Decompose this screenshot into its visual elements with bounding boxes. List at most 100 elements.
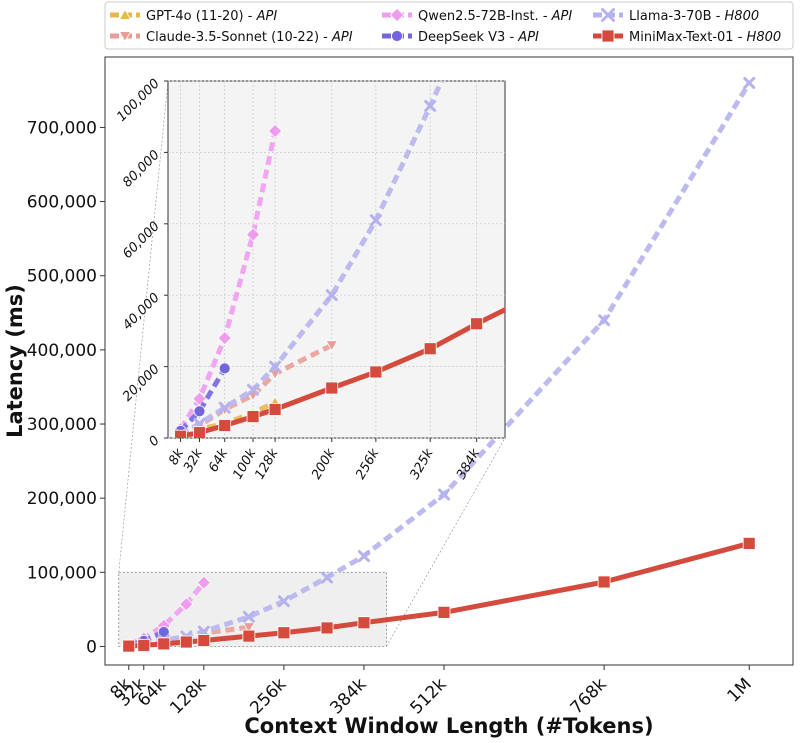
legend-marker-deepseek-v3	[391, 30, 403, 42]
point-llama-3-70b	[598, 314, 611, 327]
point-llama-3-70b	[277, 595, 290, 608]
point-minimax-text-01	[157, 637, 171, 651]
inset-series	[173, 81, 505, 438]
y-tick-label: 700,000	[27, 118, 97, 138]
y-tick-label: 100,000	[27, 563, 97, 583]
legend-item-minimax-text-01: MiniMax-Text-01 - H800	[593, 29, 781, 45]
point-minimax-text-01	[597, 575, 611, 589]
legend: GPT-4o (11-20) - API Qwen2.5-72B-Inst. - …	[104, 1, 794, 50]
point-minimax-text-01	[320, 621, 334, 635]
inset-point-llama-3-70b	[247, 383, 260, 396]
inset-point-deepseek-v3	[193, 405, 206, 418]
inset-point-minimax-text-01	[369, 365, 383, 379]
inset-point-llama-3-70b	[369, 214, 382, 227]
inset-point-minimax-text-01	[193, 426, 206, 438]
legend-label-deepseek-v3: DeepSeek V3 - API	[418, 30, 539, 45]
point-llama-3-70b	[357, 550, 370, 563]
point-claude-3-5-sonnet-10-22	[242, 622, 256, 634]
legend-marker-minimax-text-01	[601, 29, 615, 43]
inset-line-deepseek-v3	[178, 367, 227, 433]
legend-series-tag: API	[551, 9, 573, 24]
inset-point-llama-3-70b	[325, 289, 338, 302]
point-minimax-text-01	[242, 629, 256, 643]
legend-series-tag: H800	[725, 9, 760, 24]
inset-point-qwen2-5-72b-inst	[217, 330, 232, 346]
legend-series-tag: H800	[747, 30, 782, 45]
legend-label-qwen2-5-72b-inst: Qwen2.5-72B-Inst. - API	[418, 9, 572, 24]
legend-series-tag: API	[256, 9, 278, 24]
legend-series-name: DeepSeek V3 -	[418, 30, 518, 45]
inset-grid	[168, 80, 505, 439]
legend-series-name: Qwen2.5-72B-Inst. -	[418, 9, 552, 24]
x-tick-label: 768k	[567, 674, 611, 718]
y-tick-label: 200,000	[27, 489, 97, 509]
point-minimax-text-01	[122, 639, 136, 653]
y-tick-label: 500,000	[27, 267, 97, 287]
legend-series-name: GPT-4o (11-20) -	[146, 9, 257, 24]
legend-series-name: Claude-3.5-Sonnet (10-22) -	[146, 30, 332, 45]
x-tick-label: 256k	[246, 674, 290, 718]
x-tick-label: 384k	[326, 674, 370, 718]
inset-point-deepseek-v3	[218, 362, 231, 375]
y-tick-label: 0	[86, 637, 97, 657]
legend-marker-qwen2-5-72b-inst	[389, 7, 405, 23]
inset-point-minimax-text-01	[174, 429, 187, 438]
point-qwen2-5-72b-inst	[179, 597, 194, 612]
legend-series-name: Llama-3-70B -	[629, 9, 725, 24]
legend-series-name: MiniMax-Text-01 -	[629, 30, 747, 45]
legend-marker-llama-3-70b	[601, 8, 615, 22]
legend-label-gpt-4o-11-20: GPT-4o (11-20) - API	[146, 9, 277, 24]
series-minimax-text-01	[122, 537, 756, 653]
y-tick-label: 300,000	[27, 415, 97, 435]
point-minimax-text-01	[357, 616, 371, 630]
legend-series-tag: API	[331, 30, 353, 45]
point-minimax-text-01	[179, 635, 193, 649]
x-tick-label: 512k	[406, 674, 450, 718]
inset-point-qwen2-5-72b-inst	[267, 123, 283, 139]
x-tick-label: 128k	[166, 674, 210, 718]
inset-point-minimax-text-01	[470, 317, 484, 331]
legend-marker-claude-3-5-sonnet-10-22	[118, 31, 132, 43]
x-tick-label: 1M	[724, 674, 756, 706]
legend-item-qwen2-5-72b-inst: Qwen2.5-72B-Inst. - API	[382, 7, 572, 24]
inset-series-minimax-text-01	[174, 306, 505, 438]
point-minimax-text-01	[437, 605, 451, 619]
y-tick-label: 400,000	[27, 341, 97, 361]
point-minimax-text-01	[277, 626, 291, 640]
inset-point-minimax-text-01	[218, 419, 232, 432]
inset-x-tick-label: 8k	[166, 446, 187, 468]
legend-item-deepseek-v3: DeepSeek V3 - API	[382, 30, 539, 45]
y-axis-label: Latency (ms)	[3, 284, 27, 438]
inset-point-llama-3-70b	[218, 401, 231, 414]
inset-series-llama-3-70b	[174, 81, 445, 438]
legend-item-llama-3-70b: Llama-3-70B - H800	[593, 8, 759, 24]
point-qwen2-5-72b-inst	[196, 575, 211, 590]
point-llama-3-70b	[437, 488, 450, 501]
point-llama-3-70b	[743, 76, 756, 89]
legend-series-tag: API	[517, 30, 539, 45]
point-minimax-text-01	[742, 537, 756, 550]
legend-label-claude-3-5-sonnet-10-22: Claude-3.5-Sonnet (10-22) - API	[146, 30, 353, 45]
legend-label-minimax-text-01: MiniMax-Text-01 - H800	[629, 30, 781, 45]
point-llama-3-70b	[242, 610, 255, 623]
point-llama-3-70b	[321, 571, 334, 584]
main-series	[121, 76, 756, 653]
legend-item-gpt-4o-11-20: GPT-4o (11-20) - API	[110, 8, 277, 24]
inset-point-llama-3-70b	[269, 360, 282, 373]
legend-marker-gpt-4o-11-20	[118, 8, 132, 20]
point-minimax-text-01	[197, 634, 211, 647]
inset-point-llama-3-70b	[424, 99, 437, 112]
x-axis-label: Context Window Length (#Tokens)	[244, 714, 653, 738]
legend-label-llama-3-70b: Llama-3-70B - H800	[629, 9, 759, 24]
inset-plot-area	[167, 80, 506, 439]
inset-point-qwen2-5-72b-inst	[245, 227, 261, 242]
inset-point-minimax-text-01	[246, 410, 260, 423]
inset-point-claude-3-5-sonnet-10-22	[325, 340, 338, 352]
inset-point-minimax-text-01	[325, 381, 339, 395]
point-minimax-text-01	[137, 638, 151, 652]
inset-point-minimax-text-01	[423, 342, 437, 356]
y-tick-label: 600,000	[27, 193, 97, 213]
legend-item-claude-3-5-sonnet-10-22: Claude-3.5-Sonnet (10-22) - API	[110, 30, 353, 45]
inset-point-minimax-text-01	[268, 403, 282, 416]
